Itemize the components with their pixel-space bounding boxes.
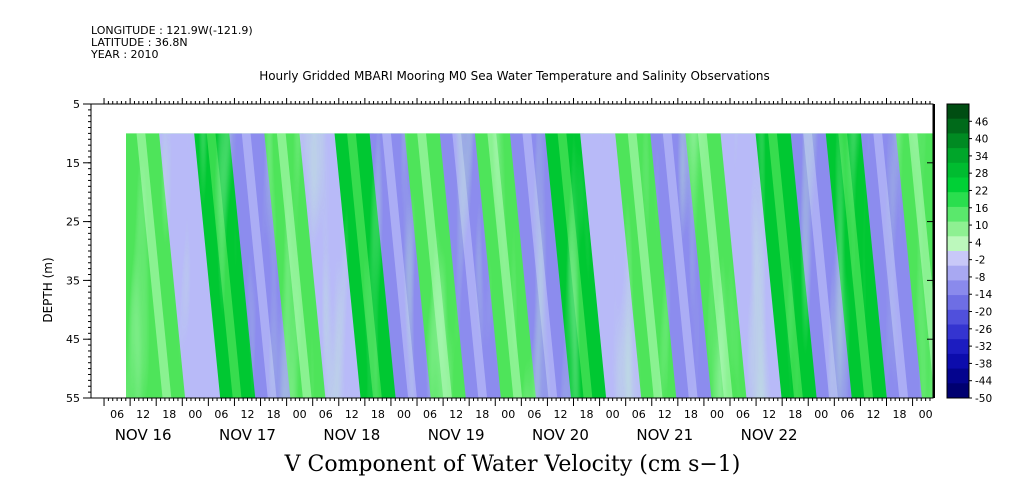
y-axis-label: DEPTH (m) — [41, 257, 55, 322]
colorbar-swatch — [947, 236, 969, 252]
colorbar-label: -8 — [975, 272, 985, 284]
x-hour-label: 18 — [475, 408, 489, 421]
y-tick-label: 35 — [66, 274, 80, 287]
x-hour-label: 12 — [866, 408, 880, 421]
x-day-label: NOV 16 — [115, 426, 172, 444]
colorbar-swatch — [947, 104, 969, 120]
colorbar-swatch — [947, 177, 969, 193]
x-hour-label: 06 — [319, 408, 333, 421]
x-hour-label: 00 — [501, 408, 515, 421]
colorbar-swatch — [947, 251, 969, 267]
colorbar-swatch — [947, 118, 969, 134]
x-hour-label: 06 — [423, 408, 437, 421]
x-day-label: NOV 19 — [428, 426, 485, 444]
x-hour-label: 12 — [136, 408, 150, 421]
x-day-label: NOV 17 — [219, 426, 276, 444]
variable-label: V Component of Water Velocity (cm s−1) — [284, 452, 741, 477]
colorbar: 46 40 34 28 22 16 10 4 -2 -8 -14 -20 -26 -32 -38 -44 -50 — [946, 103, 992, 405]
colorbar-label: 46 — [975, 116, 989, 128]
colorbar-label: -38 — [975, 358, 992, 370]
x-hour-label: 18 — [267, 408, 281, 421]
x-hour-label: 06 — [110, 408, 124, 421]
x-hour-label: 12 — [762, 408, 776, 421]
colorbar-label: 16 — [975, 203, 989, 215]
x-hour-label: 18 — [788, 408, 802, 421]
colorbar-swatch — [947, 280, 969, 296]
y-tick-label: 25 — [66, 216, 80, 229]
colorbar-label: -44 — [975, 376, 992, 388]
y-tick-label: 45 — [66, 333, 80, 346]
latitude-label: LATITUDE : 36.8N — [91, 36, 188, 49]
x-hour-label: 18 — [162, 408, 176, 421]
colorbar-label: 4 — [975, 237, 982, 249]
x-hour-label: 00 — [188, 408, 202, 421]
colorbar-swatch — [947, 162, 969, 178]
colorbar-swatch — [947, 206, 969, 223]
chart-title: Hourly Gridded MBARI Mooring M0 Sea Wate… — [259, 69, 770, 83]
colorbar-swatch — [947, 221, 969, 237]
colorbar-swatch — [947, 353, 969, 370]
x-hour-label: 06 — [214, 408, 228, 421]
x-hour-label: 00 — [397, 408, 411, 421]
x-hour-label: 00 — [606, 408, 620, 421]
colorbar-swatch — [947, 339, 969, 355]
colorbar-swatch — [947, 265, 969, 281]
colorbar-swatch — [947, 295, 969, 311]
plot-area — [126, 133, 933, 398]
axes: 5 15 25 35 45 55 06 12 18 00 06 12 18 00 06 12 18 00 06 12 1… — [66, 98, 935, 444]
heatmap-bands — [126, 133, 933, 398]
colorbar-swatch — [947, 383, 969, 399]
y-tick-label: 5 — [73, 98, 80, 111]
x-hour-label: 06 — [840, 408, 854, 421]
x-day-label: NOV 20 — [532, 426, 589, 444]
colorbar-swatch — [947, 148, 969, 164]
x-hour-label: 06 — [527, 408, 541, 421]
x-day-label: NOV 18 — [323, 426, 380, 444]
colorbar-swatch — [947, 368, 969, 384]
x-hour-label: 12 — [553, 408, 567, 421]
colorbar-label: 22 — [975, 185, 988, 197]
x-hour-label: 12 — [449, 408, 463, 421]
x-hour-label: 00 — [814, 408, 828, 421]
colorbar-swatch — [947, 324, 969, 340]
colorbar-label: -50 — [975, 393, 992, 405]
x-hour-label: 00 — [710, 408, 724, 421]
x-hour-label: 00 — [919, 408, 933, 421]
x-hour-label: 12 — [345, 408, 359, 421]
x-hour-label: 18 — [371, 408, 385, 421]
heatmap-texture — [126, 133, 933, 398]
x-day-label: NOV 22 — [741, 426, 798, 444]
x-hour-label: 12 — [658, 408, 672, 421]
x-hour-label: 18 — [893, 408, 907, 421]
colorbar-label: -14 — [975, 289, 992, 301]
year-label: YEAR : 2010 — [91, 48, 159, 61]
x-day-label: NOV 21 — [636, 426, 693, 444]
colorbar-label: 28 — [975, 168, 988, 180]
y-tick-label: 15 — [66, 157, 80, 170]
colorbar-swatch — [947, 192, 969, 208]
colorbar-label: 40 — [975, 134, 988, 146]
colorbar-swatch — [947, 309, 969, 325]
x-hour-label: 00 — [293, 408, 307, 421]
colorbar-swatch — [947, 133, 969, 149]
x-hour-label: 18 — [580, 408, 594, 421]
x-hour-label: 12 — [240, 408, 254, 421]
colorbar-label: 34 — [975, 151, 989, 163]
x-hour-label: 18 — [684, 408, 698, 421]
colorbar-label: -32 — [975, 341, 992, 353]
x-hour-label: 06 — [632, 408, 646, 421]
y-tick-label: 55 — [66, 392, 80, 405]
colorbar-label: -2 — [975, 255, 985, 267]
colorbar-label: -20 — [975, 307, 992, 319]
longitude-label: LONGITUDE : 121.9W(-121.9) — [91, 24, 253, 37]
colorbar-frame — [946, 103, 970, 399]
x-hour-label: 06 — [736, 408, 750, 421]
colorbar-label: 10 — [975, 220, 988, 232]
colorbar-label: -26 — [975, 324, 992, 336]
